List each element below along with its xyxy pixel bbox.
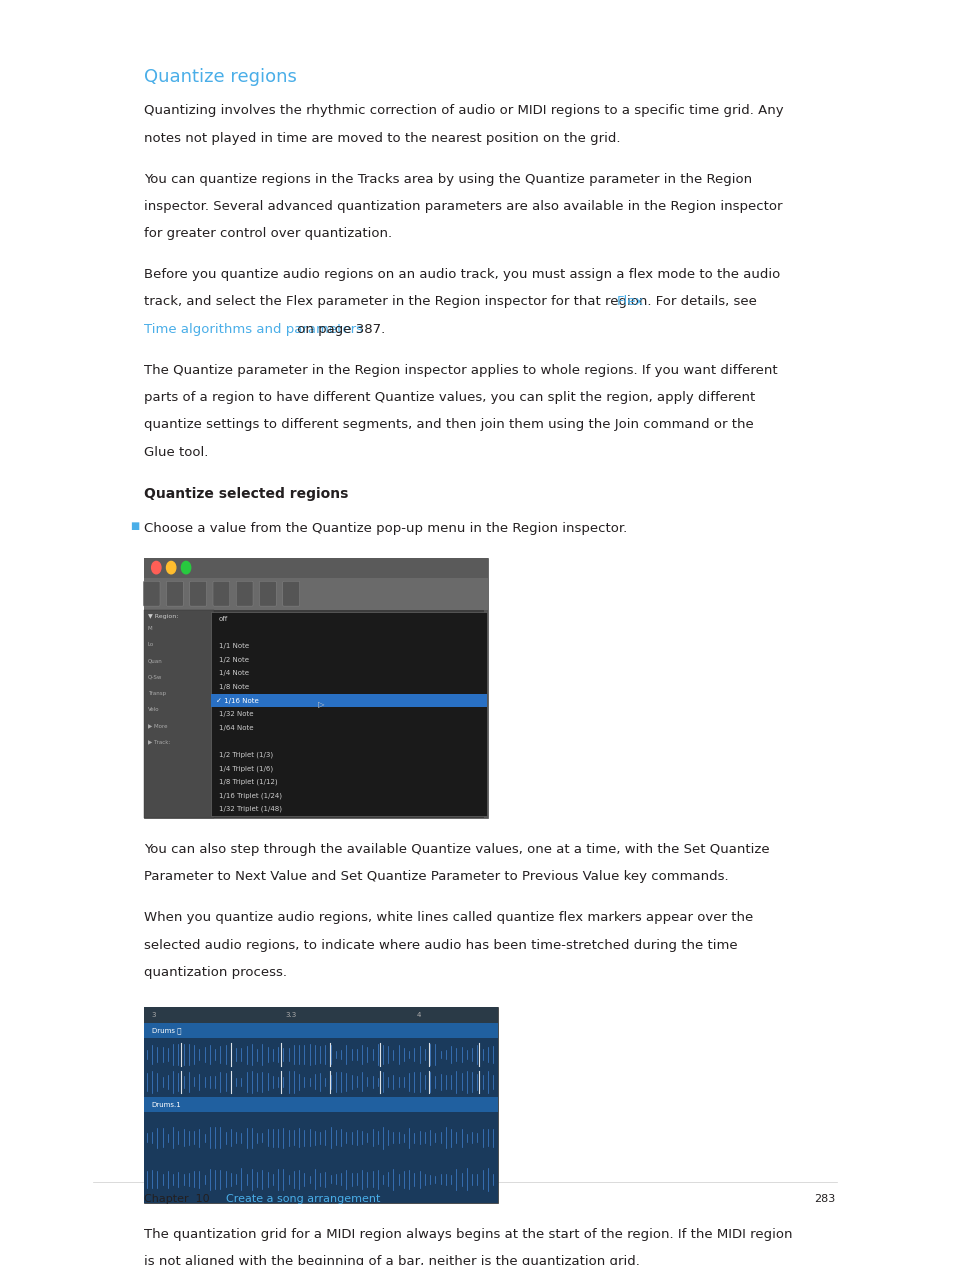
Text: You can quantize regions in the Tracks area by using the Quantize parameter in t: You can quantize regions in the Tracks a… bbox=[144, 172, 752, 186]
Text: 1/32 Triplet (1/48): 1/32 Triplet (1/48) bbox=[218, 806, 281, 812]
Text: 1/32 Note: 1/32 Note bbox=[218, 711, 253, 717]
Text: Quantize regions: Quantize regions bbox=[144, 68, 296, 86]
Text: 1/16 Triplet (1/24): 1/16 Triplet (1/24) bbox=[218, 792, 281, 798]
Text: quantization process.: quantization process. bbox=[144, 966, 287, 979]
Text: You can also step through the available Quantize values, one at a time, with the: You can also step through the available … bbox=[144, 842, 769, 856]
Bar bbox=[144, 1037, 497, 1098]
Text: When you quantize audio regions, white lines called quantize flex markers appear: When you quantize audio regions, white l… bbox=[144, 911, 753, 925]
Text: ▶ Track:: ▶ Track: bbox=[148, 739, 170, 744]
Text: 4: 4 bbox=[416, 1012, 420, 1018]
Text: ▶ More: ▶ More bbox=[148, 722, 167, 727]
Text: quantize settings to different segments, and then join them using the Join comma: quantize settings to different segments,… bbox=[144, 419, 753, 431]
Text: Parameter to Next Value and Set Quantize Parameter to Previous Value key command: Parameter to Next Value and Set Quantize… bbox=[144, 870, 728, 883]
Text: Quantizing involves the rhythmic correction of audio or MIDI regions to a specif: Quantizing involves the rhythmic correct… bbox=[144, 104, 783, 118]
Text: track, and select the Flex parameter in the Region inspector for that region. Fo: track, and select the Flex parameter in … bbox=[144, 296, 760, 309]
Text: 3.3: 3.3 bbox=[285, 1012, 296, 1018]
Text: selected audio regions, to indicate where audio has been time-stretched during t: selected audio regions, to indicate wher… bbox=[144, 939, 737, 951]
Text: Before you quantize audio regions on an audio track, you must assign a flex mode: Before you quantize audio regions on an … bbox=[144, 268, 780, 281]
Text: 283: 283 bbox=[813, 1194, 834, 1204]
Text: Create a song arrangement: Create a song arrangement bbox=[226, 1194, 380, 1204]
FancyBboxPatch shape bbox=[213, 581, 230, 606]
Text: 1/64 Note: 1/64 Note bbox=[218, 725, 253, 731]
Bar bbox=[144, 1007, 497, 1203]
Bar bbox=[144, 1007, 497, 1023]
Text: Quan: Quan bbox=[148, 658, 163, 663]
Text: 1/4 Triplet (1/6): 1/4 Triplet (1/6) bbox=[218, 765, 273, 772]
Circle shape bbox=[152, 562, 161, 574]
Bar bbox=[211, 693, 486, 707]
Text: Chapter  10: Chapter 10 bbox=[144, 1194, 210, 1204]
Text: Quantize selected regions: Quantize selected regions bbox=[144, 487, 348, 501]
Text: notes not played in time are moved to the nearest position on the grid.: notes not played in time are moved to th… bbox=[144, 132, 620, 144]
Text: Time algorithms and parameters: Time algorithms and parameters bbox=[144, 323, 363, 335]
FancyBboxPatch shape bbox=[167, 581, 183, 606]
Text: on page 387.: on page 387. bbox=[294, 323, 385, 335]
Text: Choose a value from the Quantize pop-up menu in the Region inspector.: Choose a value from the Quantize pop-up … bbox=[144, 522, 627, 535]
Text: ✓ 1/16 Note: ✓ 1/16 Note bbox=[215, 697, 258, 703]
Text: ■: ■ bbox=[131, 521, 139, 531]
Text: 1/4 Note: 1/4 Note bbox=[218, 670, 249, 677]
Text: Drums.1: Drums.1 bbox=[152, 1102, 181, 1108]
Bar bbox=[144, 1098, 497, 1112]
Text: parts of a region to have different Quantize values, you can split the region, a: parts of a region to have different Quan… bbox=[144, 391, 755, 404]
Bar bbox=[144, 558, 488, 578]
Text: 1/8 Note: 1/8 Note bbox=[218, 684, 249, 689]
Text: 1/8 Triplet (1/12): 1/8 Triplet (1/12) bbox=[218, 779, 277, 786]
Bar bbox=[144, 1023, 497, 1037]
FancyBboxPatch shape bbox=[282, 581, 299, 606]
Text: ▷: ▷ bbox=[317, 700, 324, 708]
Text: Flex: Flex bbox=[617, 296, 643, 309]
Text: The quantization grid for a MIDI region always begins at the start of the region: The quantization grid for a MIDI region … bbox=[144, 1227, 792, 1241]
Text: Lo: Lo bbox=[148, 643, 154, 648]
Text: Velo: Velo bbox=[148, 707, 159, 712]
FancyBboxPatch shape bbox=[190, 581, 206, 606]
Text: off: off bbox=[218, 616, 228, 622]
Text: 3: 3 bbox=[152, 1012, 155, 1018]
FancyBboxPatch shape bbox=[236, 581, 253, 606]
Circle shape bbox=[181, 562, 191, 574]
Bar bbox=[144, 558, 488, 818]
Text: 1/2 Note: 1/2 Note bbox=[218, 657, 249, 663]
Bar bbox=[211, 612, 486, 816]
Bar bbox=[144, 610, 213, 818]
Bar bbox=[483, 610, 488, 818]
Text: Drums ⓘ: Drums ⓘ bbox=[152, 1027, 181, 1034]
Text: M: M bbox=[148, 626, 152, 631]
Text: The Quantize parameter in the Region inspector applies to whole regions. If you : The Quantize parameter in the Region ins… bbox=[144, 364, 777, 377]
Text: 1/1 Note: 1/1 Note bbox=[218, 643, 249, 649]
Text: 1/2 Triplet (1/3): 1/2 Triplet (1/3) bbox=[218, 751, 273, 758]
Text: is not aligned with the beginning of a bar, neither is the quantization grid.: is not aligned with the beginning of a b… bbox=[144, 1255, 639, 1265]
Text: inspector. Several advanced quantization parameters are also available in the Re: inspector. Several advanced quantization… bbox=[144, 200, 781, 213]
Text: for greater control over quantization.: for greater control over quantization. bbox=[144, 228, 392, 240]
Text: Glue tool.: Glue tool. bbox=[144, 445, 209, 459]
FancyBboxPatch shape bbox=[143, 581, 160, 606]
Text: Transp: Transp bbox=[148, 691, 166, 696]
Bar bbox=[144, 578, 488, 610]
FancyBboxPatch shape bbox=[259, 581, 276, 606]
Bar bbox=[144, 1112, 497, 1203]
Circle shape bbox=[167, 562, 175, 574]
Text: Q-Sw: Q-Sw bbox=[148, 674, 162, 679]
Text: ▼ Region:: ▼ Region: bbox=[148, 614, 178, 619]
